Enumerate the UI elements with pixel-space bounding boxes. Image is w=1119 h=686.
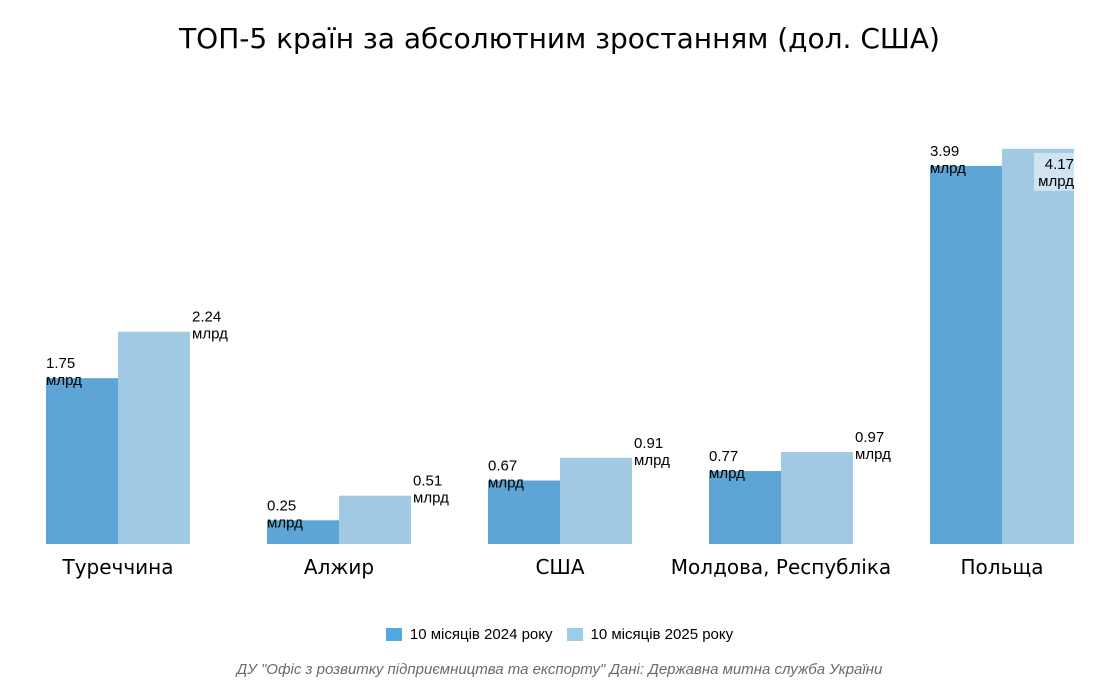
legend-swatch-2025 [566, 628, 583, 641]
bar-2025-cat-2[interactable] [560, 457, 632, 544]
data-label-2025-cat-0: 2.24 млрд [192, 309, 228, 343]
bar-2025-cat-0[interactable] [118, 331, 190, 544]
legend-item-2024[interactable]: 10 місяців 2024 року [385, 626, 553, 643]
data-label-2025-cat-4: 4.17 млрд [1038, 156, 1074, 190]
bar-2024-cat-2[interactable] [488, 480, 560, 544]
category-label-cat-3: Молдова, Республіка [671, 555, 891, 579]
legend-swatch-2024 [385, 628, 402, 641]
data-label-2024-cat-1: 0.25 млрд [267, 497, 303, 531]
bar-2024-cat-4[interactable] [930, 165, 1002, 544]
data-label-2024-cat-4: 3.99 млрд [930, 143, 966, 177]
data-label-bg-cat-4 [1034, 152, 1074, 191]
data-label-2024-cat-0: 1.75 млрд [46, 355, 82, 389]
data-label-2024-cat-2: 0.67 млрд [488, 458, 524, 492]
category-label-cat-1: Алжир [304, 555, 374, 579]
legend: 10 місяців 2024 року 10 місяців 2025 рок… [0, 626, 1119, 643]
bar-2024-cat-0[interactable] [46, 378, 118, 544]
legend-label-2024: 10 місяців 2024 року [409, 626, 553, 643]
bar-2024-cat-1[interactable] [267, 520, 339, 544]
bar-2025-cat-3[interactable] [781, 452, 853, 544]
category-label-cat-0: Туреччина [61, 555, 173, 579]
bar-2025-cat-4[interactable] [1002, 148, 1074, 545]
data-label-2024-cat-3: 0.77 млрд [709, 448, 745, 482]
data-label-2025-cat-3: 0.97 млрд [855, 429, 891, 463]
legend-label-2025: 10 місяців 2025 року [590, 626, 734, 643]
legend-item-2025[interactable]: 10 місяців 2025 року [566, 626, 734, 643]
bar-chart: 1.75 млрд 2.24 млрд Туреччина 0.25 млрд 0.51 млр… [46, 143, 1074, 579]
chart-title: ТОП-5 країн за абсолютним зростанням (до… [179, 22, 940, 55]
category-label-cat-4: Польща [961, 555, 1044, 579]
category-label-cat-2: США [535, 555, 584, 579]
bar-2024-cat-3[interactable] [709, 471, 781, 544]
data-label-2025-cat-2: 0.91 млрд [634, 435, 670, 469]
data-label-2025-cat-1: 0.51 млрд [413, 473, 449, 507]
source-note: ДУ "Офіс з розвитку підприємництва та ек… [236, 661, 883, 678]
bar-2025-cat-1[interactable] [339, 495, 411, 544]
